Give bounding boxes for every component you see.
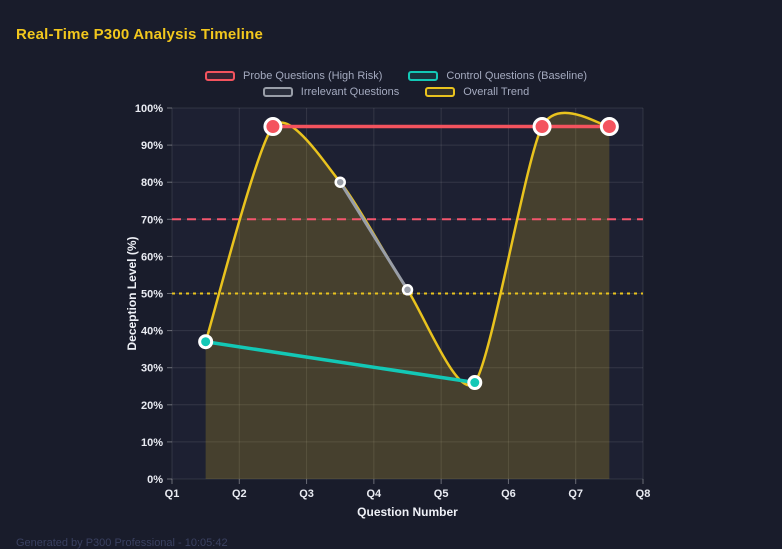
point-marker[interactable] [263,117,283,137]
y-tick-label: 90% [141,140,163,152]
y-tick-label: 70% [141,214,163,226]
x-tick-label: Q5 [434,488,449,500]
legend-swatch-icon [408,71,439,81]
y-tick-label: 10% [141,437,163,449]
page-title: Real-Time P300 Analysis Timeline [16,26,264,43]
y-tick-label: 40% [141,326,163,338]
point-marker[interactable] [532,117,552,137]
x-axis-title: Question Number [357,505,458,519]
footer-note: Generated by P300 Professional - 10:05:4… [16,537,228,549]
y-tick-label: 60% [141,251,163,263]
y-tick-label: 20% [141,400,163,412]
x-tick-label: Q8 [636,488,651,500]
y-tick-label: 80% [141,177,163,189]
legend-swatch-icon [425,87,456,97]
legend-label: Control Questions (Baseline) [446,70,587,82]
y-axis-title: Deception Level (%) [125,236,139,350]
y-tick-label: 0% [147,474,163,486]
point-marker[interactable] [467,375,483,391]
x-tick-label: Q4 [367,488,383,500]
x-tick-label: Q1 [165,488,180,500]
point-marker[interactable] [198,334,214,350]
legend-item[interactable]: Probe Questions (High Risk) [204,70,383,82]
legend-label: Probe Questions (High Risk) [242,70,383,82]
y-tick-label: 30% [141,363,163,375]
x-tick-label: Q2 [232,488,247,500]
x-tick-label: Q6 [501,488,516,500]
series-line [338,180,409,292]
legend-item[interactable]: Overall Trend [425,86,529,98]
trend-fill-area [205,112,610,479]
point-marker[interactable] [599,117,619,137]
legend-label: Overall Trend [463,86,530,98]
legend-swatch-icon [262,87,293,97]
x-tick-label: Q7 [568,488,583,500]
chart-legend: Probe Questions (High Risk) Control Quest… [126,70,666,98]
legend-item[interactable]: Control Questions (Baseline) [408,70,587,82]
x-tick-label: Q3 [299,488,314,500]
point-marker[interactable] [401,284,414,296]
legend-label: Irrelevant Questions [300,86,400,98]
y-tick-label: 50% [141,289,163,301]
point-marker[interactable] [334,176,346,188]
series-line [203,339,477,385]
y-tick-label: 100% [135,103,163,115]
legend-swatch-icon [204,71,235,81]
legend-item[interactable]: Irrelevant Questions [262,86,400,98]
